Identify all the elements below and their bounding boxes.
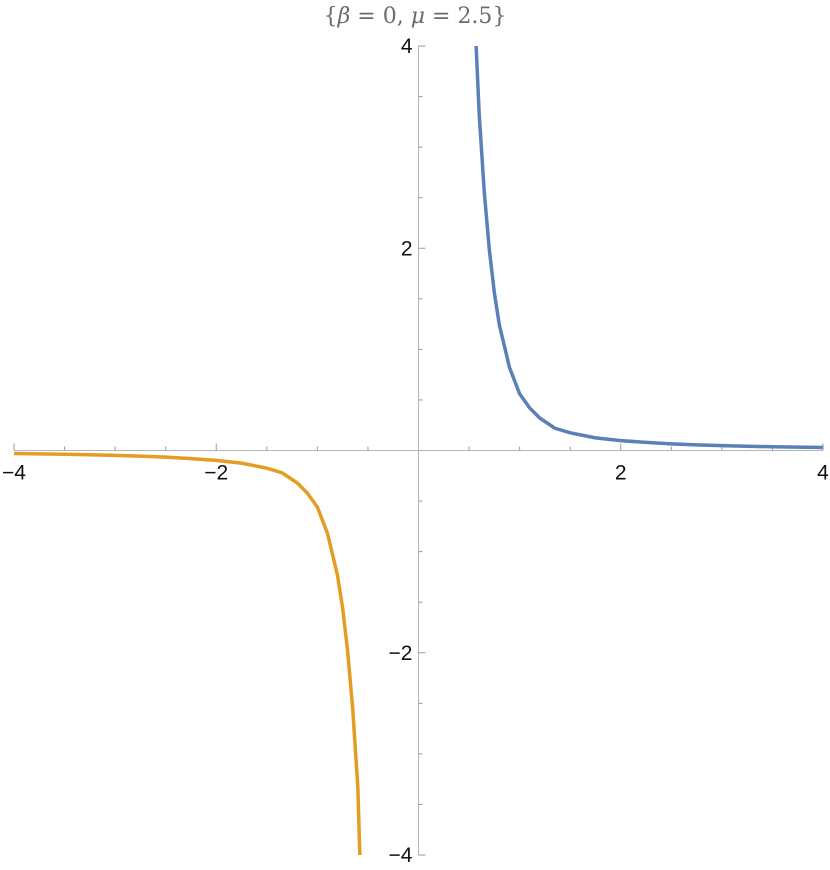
series-line-2 [13, 451, 362, 856]
x-tick-label: −2 [204, 462, 228, 485]
series-line-1 [474, 45, 824, 450]
x-tick-label: 4 [817, 462, 829, 485]
y-tick-label: −2 [389, 642, 413, 665]
y-tick-label: 4 [401, 35, 413, 58]
y-tick-label: −4 [389, 844, 413, 867]
chart-title: {β = 0, μ = 2.5} [323, 4, 507, 29]
x-tick-label: −4 [2, 462, 26, 485]
ticks [13, 45, 824, 856]
curves [13, 45, 824, 856]
y-tick-label: 2 [401, 237, 413, 260]
axes [14, 46, 823, 855]
x-tick-label: 2 [615, 462, 627, 485]
tick-labels: −4 −2 2 4 4 2 −2 −4 [2, 35, 829, 867]
